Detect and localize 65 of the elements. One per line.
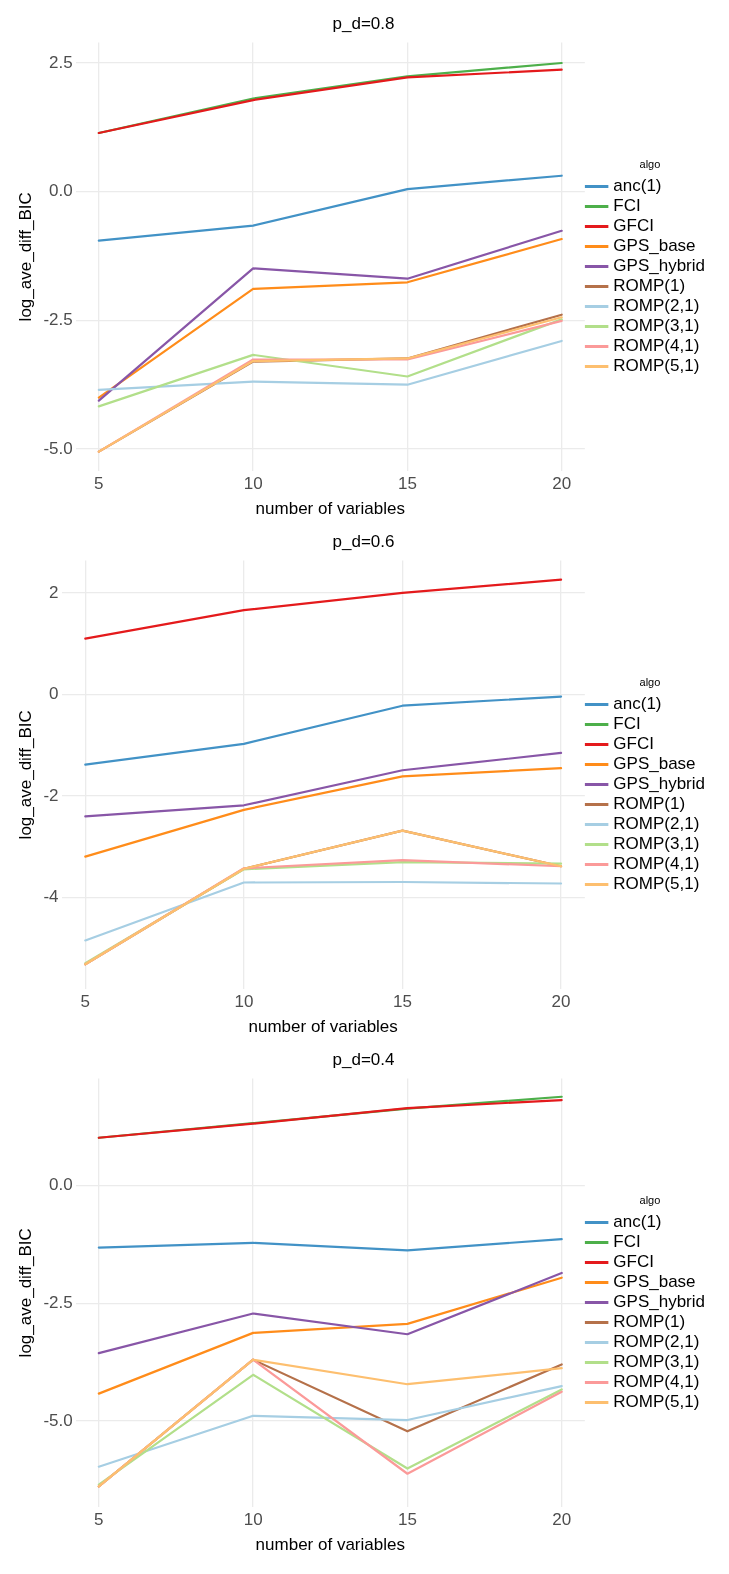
legend-label: ROMP(1) bbox=[613, 276, 686, 296]
x-tick-label: 5 bbox=[80, 992, 91, 1012]
chart-title: p_d=0.6 bbox=[332, 531, 395, 551]
x-tick-label: 20 bbox=[552, 1510, 572, 1530]
y-tick-label: -2 bbox=[43, 785, 59, 805]
legend-label: ROMP(5,1) bbox=[613, 1392, 700, 1412]
legend-label: ROMP(3,1) bbox=[613, 1352, 700, 1372]
y-tick-label: 2.5 bbox=[49, 52, 73, 72]
x-tick-label: 10 bbox=[243, 474, 263, 494]
chart-title: p_d=0.4 bbox=[332, 1049, 395, 1069]
legend-title: algo bbox=[639, 1194, 661, 1207]
legend-label: GPS_hybrid bbox=[613, 1292, 706, 1312]
legend-label: ROMP(2,1) bbox=[613, 1332, 700, 1352]
legend-label: ROMP(5,1) bbox=[613, 874, 700, 894]
y-axis-title: log_ave_diff_BIC bbox=[15, 192, 35, 322]
legend-label: GPS_hybrid bbox=[613, 256, 706, 276]
x-axis-title: number of variables bbox=[255, 499, 405, 519]
legend-label: GFCI bbox=[613, 734, 654, 754]
legend-label: ROMP(1) bbox=[613, 794, 686, 814]
legend-label: GPS_base bbox=[613, 236, 696, 256]
y-tick-label: -2.5 bbox=[43, 310, 73, 330]
x-tick-label: 5 bbox=[94, 1510, 104, 1530]
legend-label: ROMP(4,1) bbox=[613, 854, 700, 874]
legend-label: GFCI bbox=[613, 1252, 654, 1272]
legend-label: ROMP(5,1) bbox=[613, 356, 700, 376]
legend-label: ROMP(2,1) bbox=[613, 814, 700, 834]
legend-label: GPS_base bbox=[613, 754, 696, 774]
legend-title: algo bbox=[639, 158, 661, 171]
legend-title: algo bbox=[639, 676, 661, 689]
legend-label: FCI bbox=[613, 714, 641, 734]
y-tick-label: -5.0 bbox=[43, 438, 73, 458]
legend-label: FCI bbox=[613, 196, 641, 216]
legend-label: ROMP(4,1) bbox=[613, 336, 700, 356]
chart-title: p_d=0.8 bbox=[332, 13, 395, 33]
x-tick-label: 20 bbox=[551, 992, 571, 1012]
x-tick-label: 10 bbox=[243, 1510, 263, 1530]
x-tick-label: 15 bbox=[393, 992, 412, 1012]
y-axis-title: log_ave_diff_BIC bbox=[15, 710, 35, 840]
x-tick-label: 10 bbox=[234, 992, 254, 1012]
y-axis-title: log_ave_diff_BIC bbox=[15, 1228, 35, 1358]
legend-label: anc(1) bbox=[613, 1212, 662, 1232]
x-tick-label: 20 bbox=[552, 474, 572, 494]
x-tick-label: 15 bbox=[397, 1510, 417, 1530]
legend-label: FCI bbox=[613, 1232, 641, 1252]
legend-label: anc(1) bbox=[613, 176, 662, 196]
y-tick-label: 0.0 bbox=[49, 1175, 73, 1195]
legend-label: GPS_hybrid bbox=[613, 774, 706, 794]
y-tick-label: -2.5 bbox=[43, 1292, 73, 1312]
y-tick-label: 0 bbox=[49, 684, 59, 704]
legend-label: anc(1) bbox=[613, 694, 662, 714]
legend-label: ROMP(2,1) bbox=[613, 296, 700, 316]
y-tick-label: -5.0 bbox=[43, 1410, 73, 1430]
legend-label: ROMP(1) bbox=[613, 1312, 686, 1332]
x-axis-title: number of variables bbox=[255, 1535, 405, 1555]
legend-label: ROMP(3,1) bbox=[613, 834, 700, 854]
y-tick-label: 2 bbox=[49, 582, 59, 602]
legend-label: GFCI bbox=[613, 216, 654, 236]
y-tick-label: 0.0 bbox=[49, 181, 73, 201]
legend-label: GPS_base bbox=[613, 1272, 696, 1292]
x-tick-label: 5 bbox=[94, 474, 104, 494]
legend-label: ROMP(4,1) bbox=[613, 1372, 700, 1392]
y-tick-label: -4 bbox=[43, 887, 59, 907]
x-axis-title: number of variables bbox=[248, 1017, 398, 1037]
legend-label: ROMP(3,1) bbox=[613, 316, 700, 336]
x-tick-label: 15 bbox=[397, 474, 417, 494]
